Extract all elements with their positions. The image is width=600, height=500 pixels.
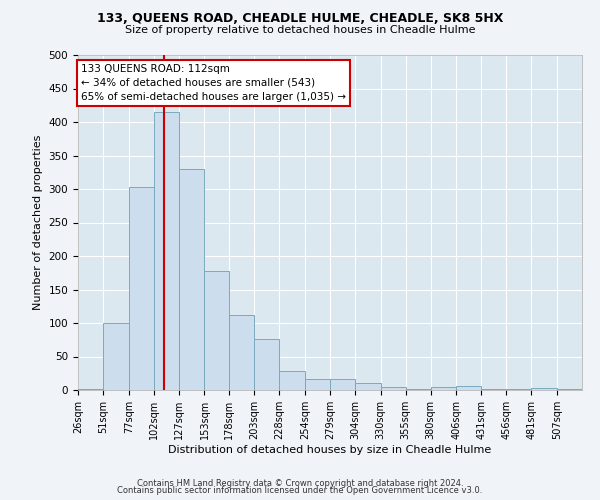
Bar [355, 384, 381, 390]
Text: 133 QUEENS ROAD: 112sqm
← 34% of detached houses are smaller (543)
65% of semi-d: 133 QUEENS ROAD: 112sqm ← 34% of detache… [81, 64, 346, 102]
Bar [457, 386, 481, 390]
Bar [103, 323, 129, 390]
Bar [154, 112, 179, 390]
Bar [229, 315, 254, 390]
Bar [254, 339, 279, 390]
Bar [305, 380, 330, 390]
Bar [481, 388, 506, 390]
Bar [381, 386, 406, 390]
Text: Size of property relative to detached houses in Cheadle Hulme: Size of property relative to detached ho… [125, 25, 475, 35]
Bar [279, 371, 305, 390]
Bar [205, 272, 229, 390]
Bar [531, 388, 557, 390]
Text: Contains public sector information licensed under the Open Government Licence v3: Contains public sector information licen… [118, 486, 482, 495]
Text: Contains HM Land Registry data © Crown copyright and database right 2024.: Contains HM Land Registry data © Crown c… [137, 478, 463, 488]
Bar [179, 169, 205, 390]
X-axis label: Distribution of detached houses by size in Cheadle Hulme: Distribution of detached houses by size … [169, 444, 491, 454]
Bar [406, 388, 431, 390]
Bar [129, 187, 154, 390]
Bar [330, 380, 355, 390]
Bar [431, 388, 457, 390]
Y-axis label: Number of detached properties: Number of detached properties [33, 135, 43, 310]
Bar [78, 388, 103, 390]
Bar [557, 388, 582, 390]
Text: 133, QUEENS ROAD, CHEADLE HULME, CHEADLE, SK8 5HX: 133, QUEENS ROAD, CHEADLE HULME, CHEADLE… [97, 12, 503, 26]
